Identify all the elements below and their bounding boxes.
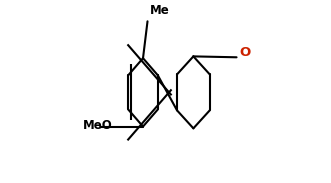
Text: Me: Me <box>150 4 170 17</box>
Text: O: O <box>239 46 251 59</box>
Text: MeO: MeO <box>83 119 113 132</box>
